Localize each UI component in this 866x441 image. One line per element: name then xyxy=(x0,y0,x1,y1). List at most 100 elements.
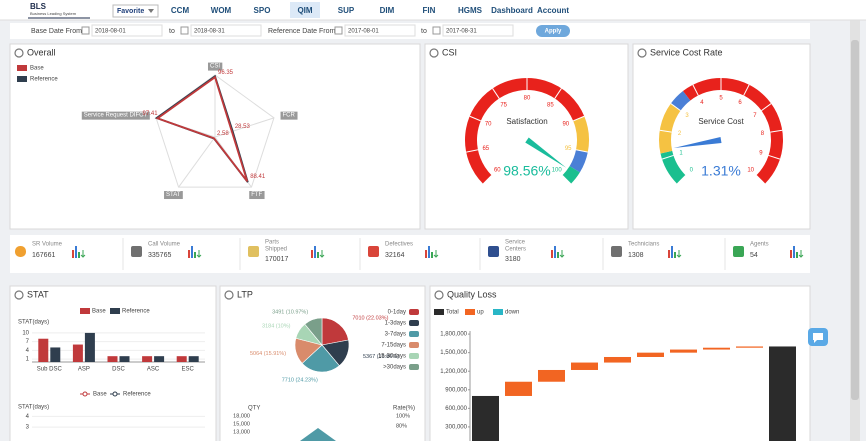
waterfall-bar xyxy=(472,395,499,441)
gauge-tick xyxy=(659,129,672,133)
axis-label: QTY xyxy=(248,406,260,412)
gauge-tick xyxy=(743,84,750,96)
kpi-mini-arrow xyxy=(196,250,202,258)
radar-series xyxy=(155,75,249,182)
legend-swatch xyxy=(409,309,419,315)
gauge-band xyxy=(562,165,580,184)
legend-swatch xyxy=(17,65,27,71)
nav-tab[interactable]: Dashboard xyxy=(491,6,533,15)
legend-label: Total xyxy=(446,310,459,316)
gauge-tick-label: 3 xyxy=(685,113,689,119)
legend-label: Reference xyxy=(122,309,150,315)
panel-title: Overall xyxy=(27,47,56,57)
nav-tab[interactable]: HGMS xyxy=(458,6,483,15)
gauge-needle xyxy=(525,137,567,168)
radar-axis xyxy=(214,117,275,138)
gauge-tick-label: 100 xyxy=(552,167,563,173)
gauge-tick-label: 65 xyxy=(482,146,489,152)
nav-tab[interactable]: SUP xyxy=(338,6,355,15)
favorite-select[interactable] xyxy=(112,4,159,18)
waterfall-bar xyxy=(571,362,598,370)
kpi-value: 1308 xyxy=(628,252,644,259)
date-input[interactable] xyxy=(91,24,163,37)
checkbox[interactable] xyxy=(81,26,90,35)
nav-tab[interactable]: Account xyxy=(537,6,569,15)
nav-tab[interactable]: DIM xyxy=(380,6,395,15)
favorite-label[interactable]: Favorite xyxy=(117,8,144,15)
y-axis-label: STAT(days) xyxy=(18,405,49,411)
gauge-tick xyxy=(768,154,781,160)
apply-button[interactable] xyxy=(536,25,570,37)
nav-tab[interactable]: QIM xyxy=(297,6,312,15)
gauge-tick-label: 2 xyxy=(678,131,682,137)
radar-axis-label-bg xyxy=(249,191,265,200)
gauge-band xyxy=(573,116,589,153)
nav-tab[interactable]: SPO xyxy=(254,6,271,15)
kpi-label: Centers xyxy=(505,247,526,253)
kpi-mini-bar xyxy=(668,250,670,258)
kpi-value: 3180 xyxy=(505,256,521,263)
gauge-tick xyxy=(770,129,783,133)
gauge-tick xyxy=(676,175,686,185)
y-tick-label: 100% xyxy=(396,413,410,419)
kpi-mini-bar xyxy=(188,250,190,258)
legend-label: 15-30days xyxy=(378,354,406,360)
waterfall-bar xyxy=(637,352,664,357)
gauge-tick xyxy=(692,84,699,96)
kpi-mini-bar xyxy=(311,250,313,258)
checkbox[interactable] xyxy=(180,26,189,35)
filter-label: Base Date From xyxy=(31,28,82,35)
radar-axis-label: Service Request DIFOT xyxy=(84,113,148,119)
date-input[interactable] xyxy=(190,24,262,37)
gauge-needle xyxy=(673,137,722,149)
legend-swatch xyxy=(409,364,419,370)
y-tick-label: 18,000 xyxy=(233,413,250,419)
gauge-tick-label: 90 xyxy=(562,122,569,128)
filter-label: to xyxy=(169,28,175,35)
kpi-label: Call Volume xyxy=(148,242,181,248)
gauge-tick xyxy=(670,103,681,112)
gauge-band xyxy=(569,149,588,173)
nav-tab[interactable]: WOM xyxy=(211,6,232,15)
bar xyxy=(38,338,49,362)
gauge-tick xyxy=(761,103,772,112)
panel-title: Quality Loss xyxy=(447,289,497,299)
kpi-mini-bar xyxy=(796,252,798,258)
gauge-tick-label: 1 xyxy=(679,151,683,157)
date-input[interactable] xyxy=(442,24,514,37)
waterfall-bar xyxy=(769,346,796,441)
legend-label: down xyxy=(505,310,519,316)
bar xyxy=(142,356,153,362)
checkbox[interactable] xyxy=(432,26,441,35)
legend-label: >30days xyxy=(383,365,406,371)
kpi-mini-bar xyxy=(793,246,795,258)
apply-label[interactable]: Apply xyxy=(545,29,562,35)
gauge-tick xyxy=(575,149,588,153)
kpi-icon xyxy=(131,246,142,257)
nav-tab[interactable]: CCM xyxy=(171,6,190,15)
gauge-tick-label: 7 xyxy=(753,113,757,119)
filter-label: Reference Date From xyxy=(268,28,335,35)
gauge-band xyxy=(660,150,686,184)
checkbox[interactable] xyxy=(334,26,343,35)
gauge-band xyxy=(659,103,681,154)
date-input[interactable] xyxy=(344,24,416,37)
gauge-tick xyxy=(562,175,572,185)
gauge-value: 1.31% xyxy=(701,163,741,179)
pie-slice xyxy=(321,317,349,346)
nav-tab[interactable]: FIN xyxy=(423,6,436,15)
scroll-thumb xyxy=(851,40,859,400)
pie-slice xyxy=(304,317,323,346)
chat-icon xyxy=(813,333,823,343)
y-tick-label: 80% xyxy=(396,423,407,429)
waterfall-bar xyxy=(538,369,565,382)
bar xyxy=(84,332,95,362)
pie-slice xyxy=(301,344,340,373)
kpi-mini-arrow xyxy=(676,250,682,258)
radar-value-label: 96.35 xyxy=(218,70,234,76)
gauge-tick xyxy=(466,149,479,153)
kpi-mini-bar xyxy=(78,252,80,258)
y-tick-label: 3 xyxy=(26,425,30,431)
radar-axis-label-bg xyxy=(81,111,150,120)
